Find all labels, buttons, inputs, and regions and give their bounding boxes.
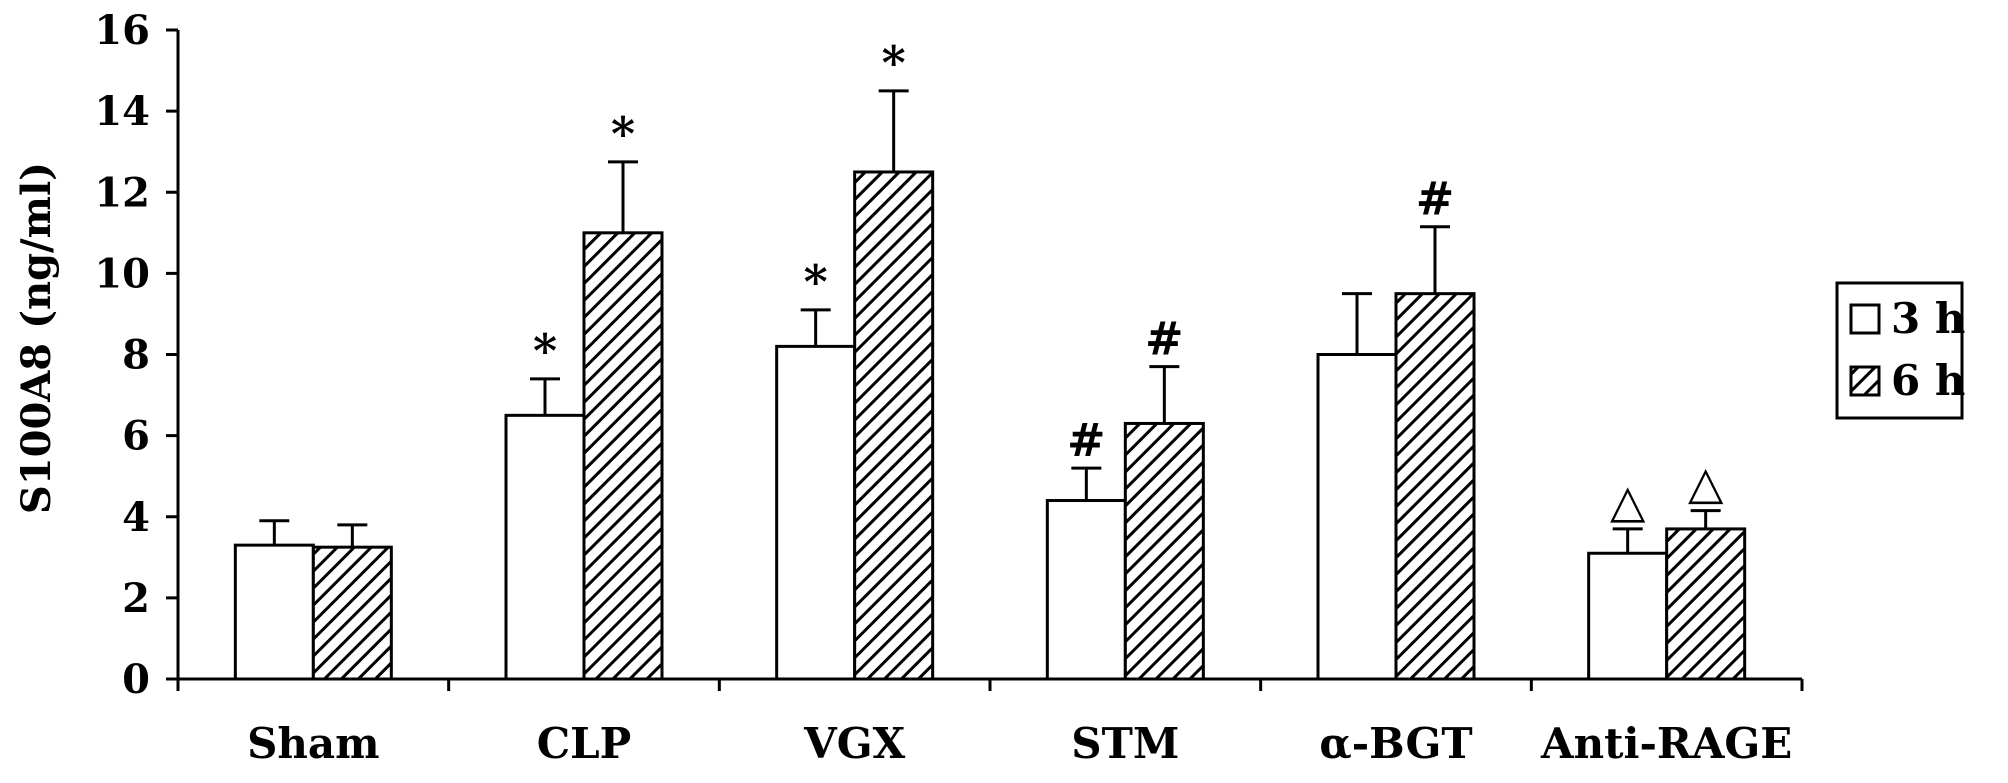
bar-3h-4 <box>1316 353 1398 681</box>
bar-3h-3 <box>1045 499 1127 681</box>
x-tick-label: α-BGT <box>1319 719 1472 768</box>
bar-6h-4 <box>1394 292 1476 681</box>
significance-marker: * <box>882 36 906 90</box>
x-tick-label: CLP <box>537 719 632 768</box>
significance-marker: # <box>1067 413 1106 467</box>
significance-marker: △ <box>1688 456 1724 510</box>
axes <box>166 28 1804 691</box>
y-tick-label: 4 <box>122 494 150 541</box>
significance-marker: # <box>1416 172 1455 226</box>
bar-6h-3 <box>1123 421 1205 681</box>
bar-3h-1 <box>504 413 586 681</box>
bar-3h-0 <box>233 543 315 681</box>
y-tick-label: 2 <box>122 575 150 622</box>
bar-6h-2 <box>853 170 935 681</box>
legend-label: 3 h <box>1891 294 1965 343</box>
bar-6h-0 <box>311 545 393 681</box>
y-tick-label: 8 <box>122 332 150 379</box>
y-tick-label: 6 <box>122 413 150 460</box>
x-tick-label: Sham <box>247 719 380 768</box>
y-tick-label: 14 <box>94 88 150 135</box>
legend-swatch <box>1849 303 1881 335</box>
legend-swatch <box>1849 365 1881 397</box>
bar-3h-5 <box>1587 551 1669 681</box>
significance-marker: # <box>1145 312 1184 366</box>
labels: 0 2 4 6 8 10 12 14 16 Sham * * CLP * * VGX # # STM # α-BGT △ △… <box>94 7 1792 768</box>
y-axis-title: S100A8 (ng/ml) <box>13 162 60 514</box>
y-tick-label: 12 <box>94 169 150 216</box>
y-tick-label: 16 <box>94 7 150 54</box>
significance-marker: * <box>804 255 828 309</box>
y-tick-label: 10 <box>94 250 150 297</box>
significance-marker: △ <box>1610 474 1646 528</box>
y-tick-label: 0 <box>122 656 150 703</box>
bars <box>233 89 1747 681</box>
significance-marker: * <box>611 107 635 161</box>
bar-6h-5 <box>1665 527 1747 681</box>
significance-marker: * <box>533 324 557 378</box>
x-tick-label: STM <box>1071 719 1179 768</box>
x-tick-label: VGX <box>803 719 905 768</box>
legend: 3 h6 h <box>1835 281 1965 420</box>
x-tick-label: Anti-RAGE <box>1540 719 1792 768</box>
bar-6h-1 <box>582 231 664 681</box>
legend-label: 6 h <box>1891 356 1965 405</box>
bar-3h-2 <box>775 344 857 681</box>
